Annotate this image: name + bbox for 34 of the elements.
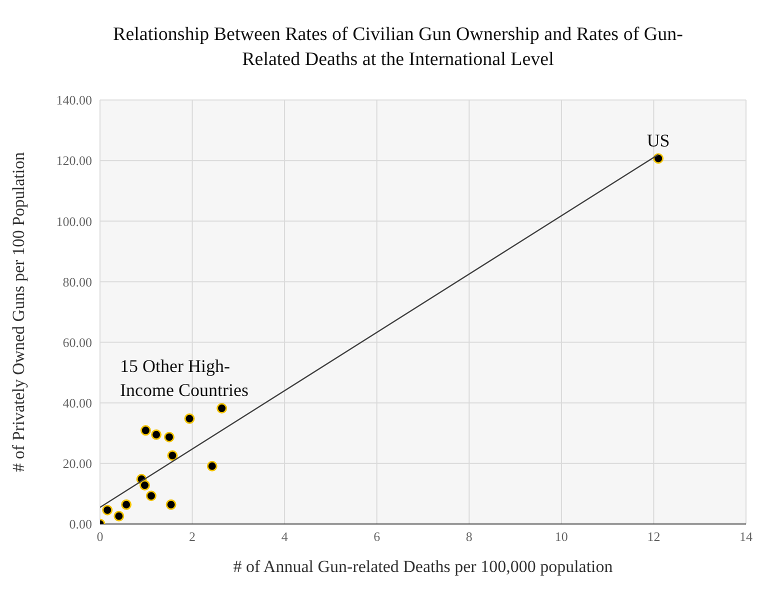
annotation: US	[646, 130, 670, 150]
y-tick-label: 140.00	[56, 92, 92, 108]
y-axis-title: # of Privately Owned Guns per 100 Population	[9, 152, 28, 472]
x-tick-label: 2	[189, 529, 196, 544]
point	[184, 413, 195, 424]
x-tick-label: 8	[466, 529, 472, 544]
point	[114, 510, 124, 522]
annotation: 15 Other High-Income Countries	[120, 355, 250, 402]
chart-title: Relationship Between Rates of Civilian Gun Ownership and Rates of Gun-Related Deaths at the International Level	[112, 23, 684, 72]
x-tick-label: 12	[647, 529, 660, 544]
point	[164, 432, 174, 442]
x-tick-label: 4	[281, 529, 288, 544]
y-tick-label: 40.00	[62, 395, 92, 410]
y-tick-label: 0.00	[69, 516, 92, 532]
y-tick-label: 120.00	[56, 153, 92, 168]
point	[121, 499, 132, 510]
x-tick-label: 14	[740, 529, 753, 544]
point	[167, 450, 178, 461]
x-tick-label: 10	[554, 529, 568, 544]
point	[102, 504, 113, 516]
point	[146, 490, 156, 502]
y-tick-label: 100.00	[56, 214, 92, 229]
x-tick-label: 0	[96, 529, 104, 544]
point	[151, 429, 162, 440]
point	[140, 425, 151, 436]
y-tick-label: 20.00	[62, 456, 92, 472]
point	[206, 460, 218, 472]
x-tick-label: 6	[374, 529, 381, 544]
point	[166, 499, 176, 510]
y-tick-label: 60.00	[62, 334, 92, 350]
point	[216, 403, 228, 414]
y-tick-label: 80.00	[62, 274, 92, 290]
x-axis-title: # of Annual Gun-related Deaths per 100,000 population	[233, 557, 614, 576]
point	[140, 480, 150, 490]
